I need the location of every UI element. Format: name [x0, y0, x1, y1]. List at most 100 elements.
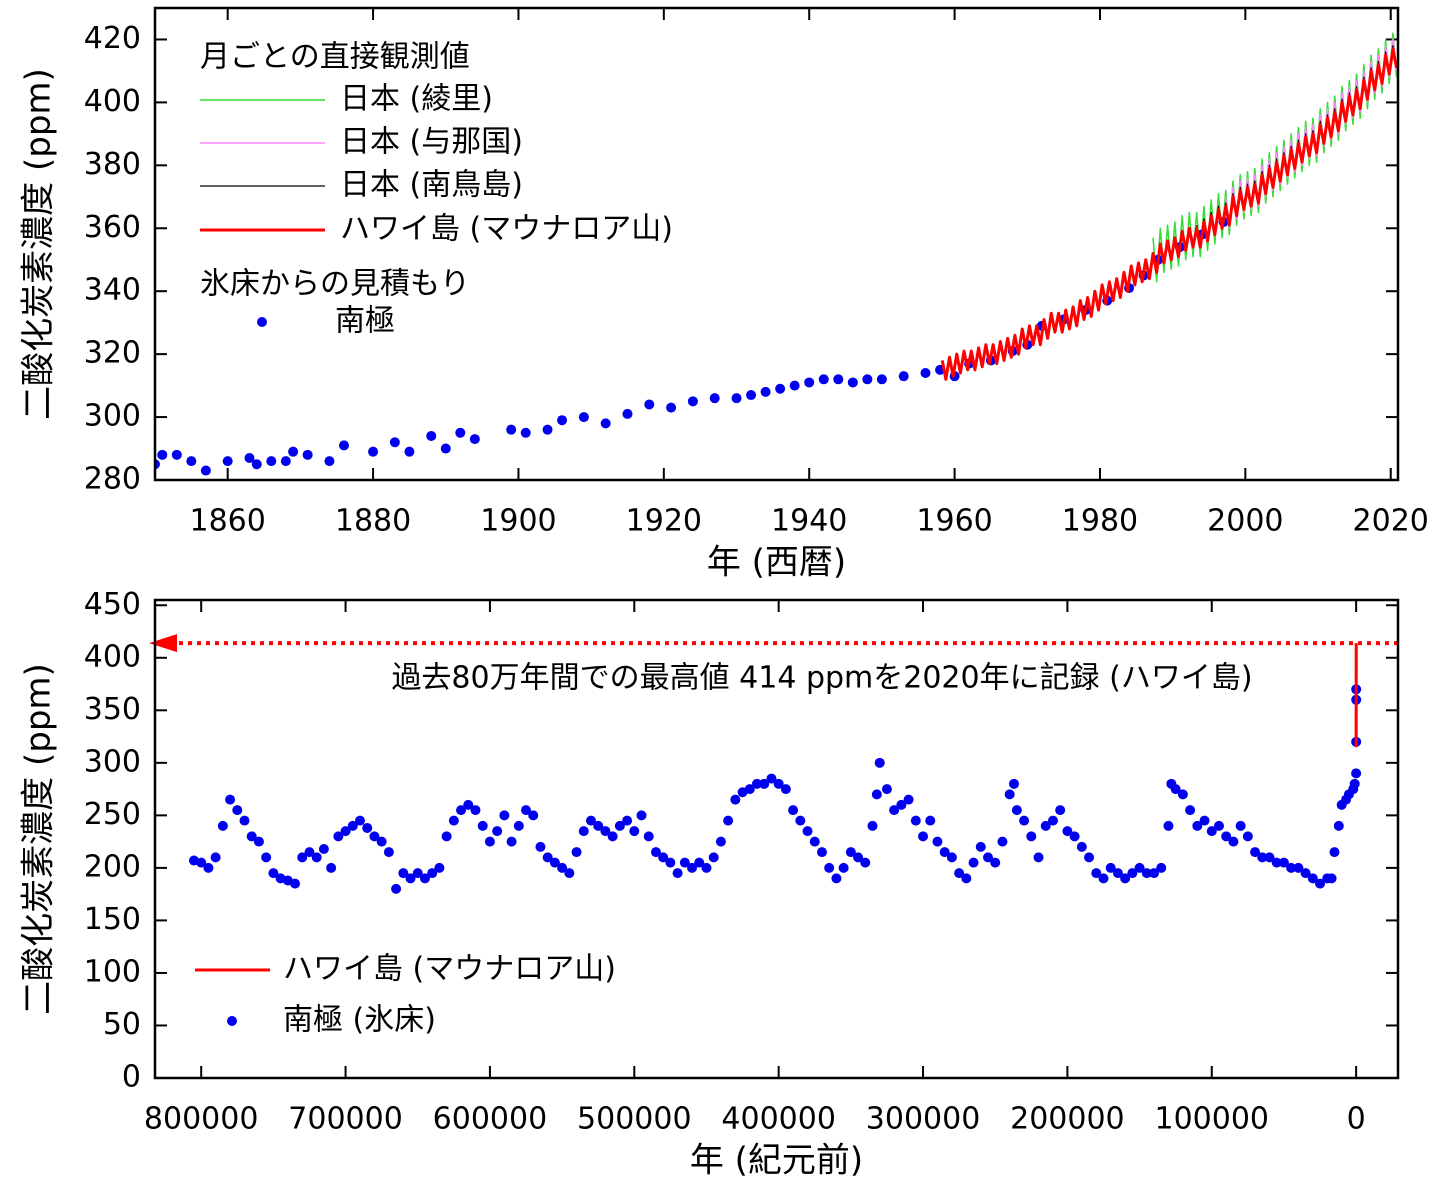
data-point — [1329, 847, 1340, 858]
data-point — [244, 452, 255, 463]
data-point — [434, 862, 445, 873]
data-point — [775, 383, 786, 394]
data-point — [376, 836, 387, 847]
x-tick-label: 1860 — [190, 504, 266, 539]
y-tick-label: 100 — [84, 954, 141, 989]
data-point — [426, 430, 437, 441]
data-point — [881, 784, 892, 795]
x-tick-label: 2020 — [1353, 504, 1429, 539]
data-point — [1286, 862, 1297, 873]
data-point — [1055, 805, 1066, 816]
data-point — [672, 868, 683, 879]
data-point — [302, 449, 313, 460]
data-point — [1221, 831, 1232, 842]
data-point — [196, 857, 207, 868]
data-point — [788, 805, 799, 816]
data-point — [1349, 778, 1360, 789]
y-tick-label: 400 — [84, 639, 141, 674]
data-point — [1047, 815, 1058, 826]
data-point — [280, 456, 291, 467]
data-point — [171, 449, 182, 460]
data-point — [333, 831, 344, 842]
data-point — [1315, 878, 1326, 889]
data-point — [1008, 778, 1019, 789]
x-tick-label: 1880 — [335, 504, 411, 539]
data-point — [324, 456, 335, 467]
data-point — [723, 815, 734, 826]
data-point — [261, 852, 272, 863]
data-point — [246, 831, 257, 842]
data-point — [1351, 768, 1362, 779]
data-point — [499, 810, 510, 821]
data-point — [946, 852, 957, 863]
data-point — [1084, 852, 1095, 863]
data-point — [925, 815, 936, 826]
data-point — [910, 815, 921, 826]
data-point — [578, 412, 589, 423]
x-tick-label: 600000 — [433, 1102, 548, 1137]
data-point — [1141, 868, 1152, 879]
legend-label: ハワイ島 (マウナロア山) — [340, 212, 673, 247]
data-point — [889, 805, 900, 816]
plot-frame — [153, 6, 1400, 482]
data-point — [622, 408, 633, 419]
data-point — [860, 857, 871, 868]
data-point — [419, 873, 430, 884]
x-tick-label: 1940 — [771, 504, 847, 539]
y-tick-label: 200 — [84, 849, 141, 884]
y-tick-label: 340 — [84, 273, 141, 308]
legend-label: 南極 — [335, 304, 395, 339]
data-point — [1300, 868, 1311, 879]
data-point — [845, 847, 856, 858]
legend-label: 日本 (綾里) — [340, 82, 493, 117]
x-tick-label: 400000 — [721, 1102, 836, 1137]
data-point — [1134, 862, 1145, 873]
data-point — [521, 805, 532, 816]
data-point — [708, 852, 719, 863]
data-point — [157, 449, 168, 460]
data-point — [347, 820, 358, 831]
y-tick-label: 420 — [84, 21, 141, 56]
data-point — [816, 847, 827, 858]
data-point — [520, 427, 531, 438]
y-axis-title: 二酸化炭素濃度 (ppm) — [19, 68, 59, 420]
data-point — [687, 396, 698, 407]
x-tick-label: 300000 — [866, 1102, 981, 1137]
data-point — [1163, 820, 1174, 831]
x-tick-label: 0 — [1347, 1102, 1366, 1137]
data-point — [636, 810, 647, 821]
data-point — [1271, 857, 1282, 868]
x-tick-label: 1980 — [1062, 504, 1138, 539]
data-point — [867, 820, 878, 831]
y-axis-title: 二酸化炭素濃度 (ppm) — [19, 663, 59, 1015]
data-point — [268, 868, 279, 879]
data-point — [847, 377, 858, 388]
data-point — [492, 826, 503, 837]
data-point — [730, 794, 741, 805]
legend-heading: 月ごとの直接観測値 — [200, 40, 470, 75]
data-point — [833, 374, 844, 385]
data-point — [389, 437, 400, 448]
data-line — [940, 47, 1398, 381]
annotation: 過去80万年間での最高値 414 ppmを2020年に記録 (ハワイ島) — [391, 661, 1252, 696]
y-tick-label: 380 — [84, 147, 141, 182]
data-point — [622, 815, 633, 826]
data-point — [600, 826, 611, 837]
x-tick-label: 2000 — [1207, 504, 1283, 539]
data-point — [404, 446, 415, 457]
data-point — [954, 868, 965, 879]
data-point — [1040, 820, 1051, 831]
x-tick-label: 1960 — [916, 504, 992, 539]
data-point — [1307, 873, 1318, 884]
data-point — [1011, 805, 1022, 816]
data-point — [571, 847, 582, 858]
y-tick-label: 150 — [84, 902, 141, 937]
data-point — [427, 868, 438, 879]
data-point — [1033, 852, 1044, 863]
data-point — [1127, 868, 1138, 879]
data-point — [666, 402, 677, 413]
data-point — [975, 841, 986, 852]
data-point — [318, 843, 329, 854]
data-point — [665, 857, 676, 868]
